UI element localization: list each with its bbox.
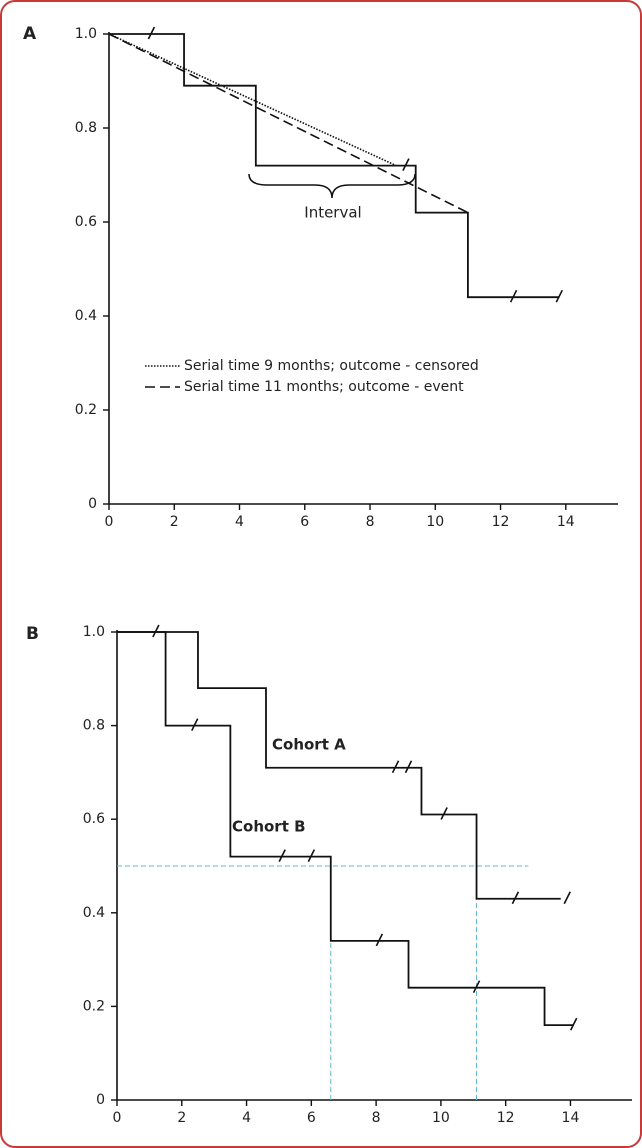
x-tick-label: 6 xyxy=(300,514,309,530)
censor-mark xyxy=(191,718,199,731)
censor-mark xyxy=(509,289,518,303)
series-label: Cohort B xyxy=(232,818,306,836)
x-tick-label: 4 xyxy=(235,514,244,530)
x-tick-label: 0 xyxy=(105,514,114,530)
x-tick-label: 14 xyxy=(557,514,575,530)
y-tick-label: 0 xyxy=(96,1092,105,1108)
x-tick-label: 8 xyxy=(372,1110,381,1126)
survival-line xyxy=(109,33,560,299)
x-tick-label: 4 xyxy=(242,1110,251,1126)
x-tick-label: 12 xyxy=(492,514,510,530)
x-tick-label: 2 xyxy=(170,514,179,530)
x-tick-label: 14 xyxy=(562,1110,580,1126)
y-tick-label: 0.2 xyxy=(83,998,105,1014)
y-tick-label: 0 xyxy=(88,496,97,512)
interval-brace xyxy=(248,173,416,199)
legend-label: Serial time 11 months; outcome - event xyxy=(184,379,464,395)
censor-mark xyxy=(402,158,410,171)
censor-mark xyxy=(391,760,400,774)
censor-mark xyxy=(404,760,413,774)
y-tick-label: 0.6 xyxy=(83,811,105,827)
censor-mark xyxy=(152,624,160,638)
y-tick-label: 0.4 xyxy=(83,905,105,921)
y-tick-label: 0.8 xyxy=(83,718,105,734)
x-tick-label: 12 xyxy=(497,1110,515,1126)
censor-mark xyxy=(147,26,156,40)
x-tick-label: 6 xyxy=(307,1110,316,1126)
x-tick-label: 8 xyxy=(366,514,375,530)
x-tick-label: 2 xyxy=(177,1110,186,1126)
series-label: Cohort A xyxy=(272,736,346,754)
censor-mark xyxy=(440,807,448,820)
censor-mark xyxy=(569,1017,578,1031)
x-tick-label: 0 xyxy=(113,1110,122,1126)
annotation: Interval xyxy=(304,204,361,222)
panel-label: A xyxy=(23,24,37,44)
censor-mark xyxy=(555,289,563,303)
y-tick-label: 1.0 xyxy=(83,624,105,640)
censor-mark xyxy=(511,891,520,905)
censor-mark xyxy=(375,933,384,947)
y-tick-label: 0.8 xyxy=(75,120,97,136)
survival-line xyxy=(117,631,561,900)
y-tick-label: 0.6 xyxy=(75,214,97,230)
censor-mark xyxy=(278,849,286,862)
survival-line xyxy=(117,631,574,1027)
panel-label: B xyxy=(26,624,39,644)
censor-mark xyxy=(563,891,571,905)
y-tick-label: 0.4 xyxy=(75,308,97,324)
y-tick-label: 0.2 xyxy=(75,402,97,418)
legend-label: Serial time 9 months; outcome - censored xyxy=(184,358,479,374)
censor-mark xyxy=(307,849,316,862)
y-tick-label: 1.0 xyxy=(75,26,97,42)
censor-mark xyxy=(472,980,481,994)
x-tick-label: 10 xyxy=(426,514,444,530)
x-tick-label: 10 xyxy=(432,1110,450,1126)
